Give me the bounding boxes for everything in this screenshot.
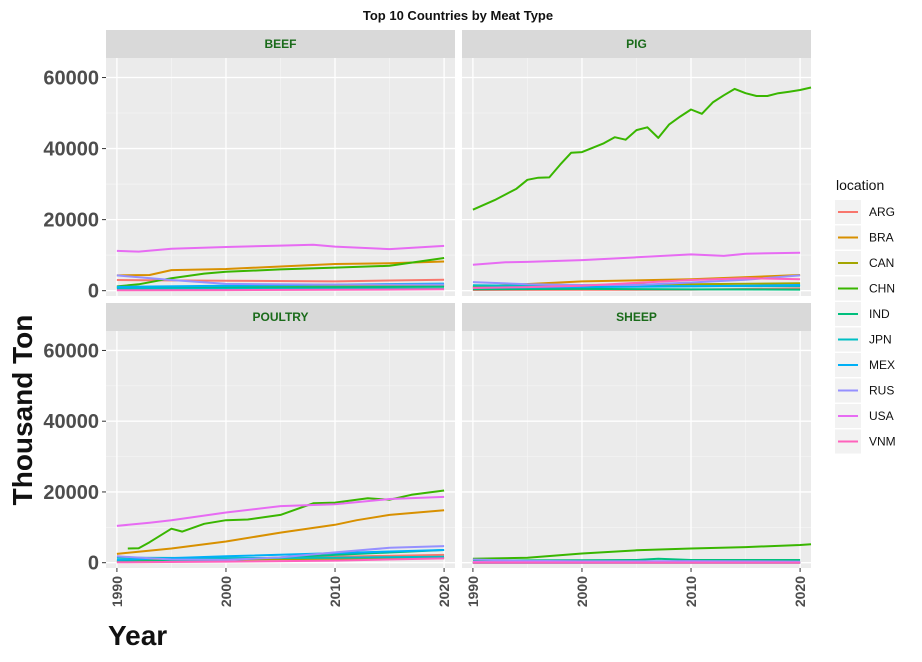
y-tick-label: 60000: [43, 340, 99, 362]
panel-sheep: SHEEP: [462, 303, 812, 568]
chart-title: Top 10 Countries by Meat Type: [363, 8, 553, 23]
legend: location ARG BRA CAN CHN IND JPN MEX RUS USA VNM: [835, 177, 896, 454]
series-line-chn: [472, 86, 812, 211]
series-line-usa: [472, 251, 801, 266]
legend-item-rus: RUS: [835, 378, 894, 403]
legend-label: BRA: [869, 231, 894, 245]
legend-title: location: [836, 177, 884, 193]
legend-item-chn: CHN: [835, 276, 895, 301]
x-tick-label: 2000: [574, 576, 590, 607]
legend-label: USA: [869, 409, 894, 423]
legend-item-vnm: VNM: [835, 429, 896, 454]
facet-strip: [106, 303, 455, 331]
x-tick-label: 2010: [683, 576, 699, 607]
y-axes: 0 20000 40000 60000 0 20000 40000 60000: [43, 68, 106, 575]
legend-item-can: CAN: [835, 251, 894, 275]
legend-label: RUS: [869, 384, 894, 398]
legend-item-usa: USA: [835, 404, 894, 428]
facet-strip: [106, 30, 455, 58]
legend-label: CAN: [869, 256, 894, 270]
y-tick-label: 20000: [43, 210, 99, 232]
legend-label: ARG: [869, 205, 895, 219]
y-tick-label: 40000: [43, 139, 99, 161]
facet-strip-label: POULTRY: [253, 310, 309, 324]
series-line-vnm: [472, 277, 801, 289]
y-tick-label: 20000: [43, 482, 99, 504]
series-line-chn: [472, 543, 812, 560]
legend-item-mex: MEX: [835, 353, 895, 377]
legend-item-bra: BRA: [835, 225, 894, 250]
facet-panels: BEEF PIG POULTRY SHEEP: [106, 30, 812, 568]
series-line-bra: [116, 509, 445, 555]
y-axis-title: Thousand Ton: [7, 315, 38, 506]
x-tick-label: 2020: [792, 576, 808, 607]
x-tick-label: 2000: [218, 576, 234, 607]
x-tick-label: 2020: [436, 576, 452, 607]
y-tick-label: 0: [88, 553, 99, 575]
y-tick-label: 0: [88, 281, 99, 303]
legend-label: IND: [869, 307, 890, 321]
x-axis-title: Year: [108, 620, 167, 651]
series-line-vnm: [116, 557, 445, 564]
y-tick-label: 60000: [43, 68, 99, 90]
facet-strip-label: PIG: [626, 37, 647, 51]
series-line-rus: [472, 274, 801, 286]
legend-item-ind: IND: [835, 302, 890, 326]
facet-strip-label: BEEF: [264, 37, 296, 51]
series-line-mex: [116, 549, 445, 561]
facet-strip-label: SHEEP: [616, 310, 657, 324]
panel-poultry: POULTRY: [106, 303, 455, 568]
series-line-usa: [116, 495, 445, 527]
legend-item-arg: ARG: [835, 200, 895, 224]
x-tick-label: 1990: [109, 576, 125, 607]
legend-label: MEX: [869, 358, 895, 372]
legend-label: VNM: [869, 435, 896, 449]
series-line-chn: [116, 257, 445, 288]
series-line-rus: [116, 545, 445, 561]
x-axes: 1990 2000 2010 2020 1990 2000 2010 2020: [109, 568, 808, 607]
series-line-usa: [116, 243, 445, 253]
x-tick-label: 2010: [327, 576, 343, 607]
x-tick-label: 1990: [465, 576, 481, 607]
facet-strip: [462, 303, 811, 331]
facet-strip: [462, 30, 811, 58]
legend-label: JPN: [869, 333, 892, 347]
series-line-bra: [116, 260, 445, 277]
series-line-vnm: [116, 288, 445, 292]
legend-label: CHN: [869, 282, 895, 296]
legend-item-jpn: JPN: [835, 327, 892, 352]
panel-pig: PIG: [462, 30, 812, 296]
y-tick-label: 40000: [43, 411, 99, 433]
series-line-rus: [116, 274, 445, 286]
panel-beef: BEEF: [106, 30, 455, 296]
series-line-ind: [472, 287, 801, 291]
